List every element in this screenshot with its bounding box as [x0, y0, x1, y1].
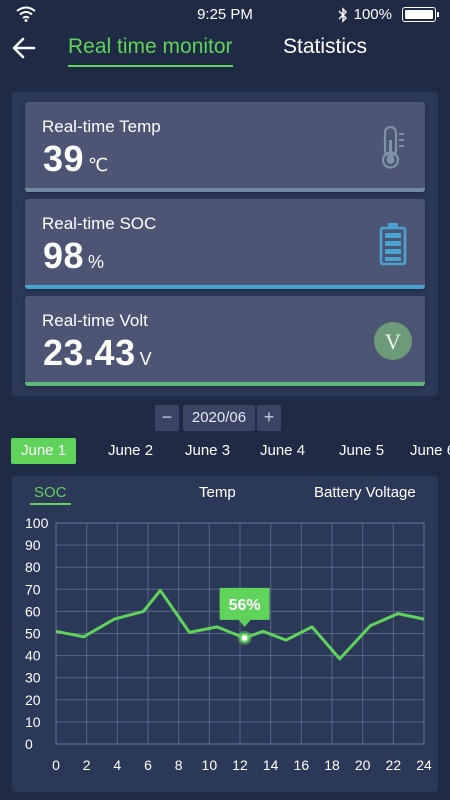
tab-statistics[interactable]: Statistics	[283, 35, 368, 58]
soc-unit: %	[88, 252, 105, 272]
svg-text:V: V	[385, 329, 401, 354]
status-right: 100%	[338, 6, 439, 23]
chart-panel: SOC Temp Battery Voltage 0 10 20 30 40 50 60 70…	[12, 476, 438, 792]
highlight-point	[239, 632, 250, 643]
volt-icon: V	[374, 322, 412, 360]
y-tick-label: 90	[25, 537, 41, 553]
tooltip-pointer	[238, 619, 251, 627]
tab-real-time-monitor[interactable]: Real time monitor	[68, 35, 233, 67]
y-tick-label: 40	[25, 648, 41, 664]
x-tick-label: 6	[144, 757, 152, 773]
temp-unit: ℃	[88, 155, 109, 175]
header: Real time monitor Statistics	[0, 28, 450, 72]
x-tick-label: 22	[386, 757, 402, 773]
status-time: 9:25 PM	[197, 6, 253, 23]
y-tick-label: 0	[25, 736, 33, 752]
chart-tab-soc[interactable]: SOC	[30, 484, 71, 505]
back-arrow-icon[interactable]	[10, 34, 38, 62]
day-tab-june-5[interactable]: June 5	[339, 442, 385, 459]
volt-unit: V	[139, 349, 152, 369]
tooltip-label: 56%	[229, 597, 261, 614]
battery-icon	[379, 223, 407, 266]
x-tick-label: 16	[294, 757, 310, 773]
x-tick-label: 10	[202, 757, 218, 773]
volt-value: 23.43	[43, 332, 136, 373]
x-tick-label: 0	[52, 757, 60, 773]
x-tick-label: 14	[263, 757, 279, 773]
soc-card: Real-time SOC 98 %	[25, 199, 425, 289]
y-tick-label: 20	[25, 692, 41, 708]
x-tick-label: 18	[324, 757, 340, 773]
volt-stripe	[25, 382, 425, 386]
volt-card: Real-time Volt 23.43 V V	[25, 296, 425, 386]
volt-label: Real-time Volt	[42, 311, 148, 330]
x-tick-label: 20	[355, 757, 371, 773]
x-tick-label: 8	[175, 757, 183, 773]
day-tab-june-1[interactable]: June 1	[11, 438, 77, 464]
chart-tab-temp[interactable]: Temp	[199, 484, 236, 501]
x-tick-label: 2	[83, 757, 91, 773]
battery-percent: 100%	[353, 6, 392, 23]
day-tabs: June 1 June 2 June 3 June 4 June 5 June …	[0, 438, 450, 466]
wifi-icon	[16, 6, 36, 22]
y-tick-label: 30	[25, 670, 41, 686]
soc-value: 98	[43, 235, 85, 276]
y-tick-label: 50	[25, 626, 41, 642]
y-tick-label: 60	[25, 603, 41, 619]
y-tick-label: 10	[25, 714, 41, 730]
date-minus-button[interactable]: −	[155, 405, 179, 431]
bluetooth-icon	[338, 6, 347, 23]
temp-value: 39	[43, 138, 85, 179]
day-tab-june-3[interactable]: June 3	[185, 442, 231, 459]
temp-card: Real-time Temp 39 ℃	[25, 102, 425, 192]
date-plus-button[interactable]: +	[257, 405, 281, 431]
chart-tab-battery-voltage[interactable]: Battery Voltage	[314, 484, 416, 501]
temp-stripe	[25, 188, 425, 192]
battery-status-icon	[402, 7, 439, 22]
soc-stripe	[25, 285, 425, 289]
day-tab-june-2[interactable]: June 2	[108, 442, 154, 459]
y-tick-label: 100	[25, 515, 49, 531]
x-tick-label: 4	[113, 757, 121, 773]
x-tick-label: 12	[232, 757, 248, 773]
plot-frame	[55, 522, 425, 745]
realtime-cards-panel: Real-time Temp 39 ℃ Real-time SOC 98 %	[12, 92, 438, 396]
y-tick-label: 80	[25, 559, 41, 575]
day-tab-june-6[interactable]: June 6	[410, 442, 450, 459]
status-bar: 9:25 PM 100%	[0, 0, 450, 30]
tooltip-box	[219, 587, 270, 620]
soc-label: Real-time SOC	[42, 214, 157, 233]
y-tick-label: 70	[25, 581, 41, 597]
temp-label: Real-time Temp	[42, 117, 161, 136]
date-selector: − 2020/06 +	[0, 405, 450, 433]
thermometer-icon	[381, 125, 404, 169]
chart-tabs: SOC Temp Battery Voltage	[12, 476, 438, 510]
day-tab-june-4[interactable]: June 4	[260, 442, 306, 459]
date-display: 2020/06	[183, 405, 255, 431]
x-tick-label: 24	[416, 757, 432, 773]
